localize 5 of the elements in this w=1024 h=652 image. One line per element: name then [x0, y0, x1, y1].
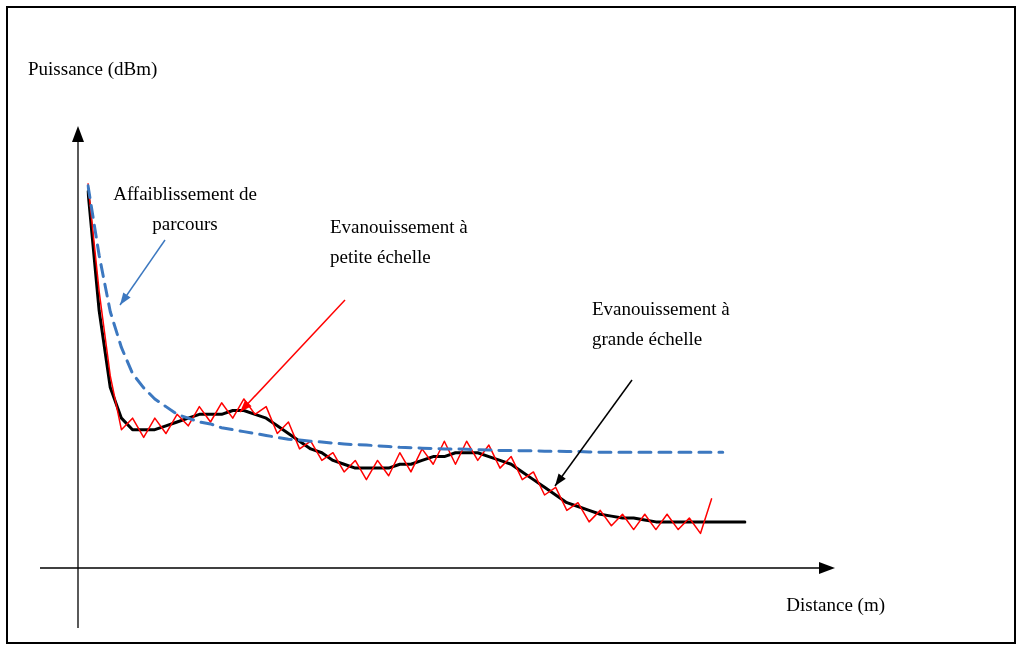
annotation: Evanouissement à petite échelle: [330, 215, 469, 267]
text: Puissance (dBm): [28, 57, 158, 80]
x-axis-title: Distance (m): [786, 593, 885, 616]
annotation: Evanouissement à grande échelle: [592, 297, 731, 349]
annotation: Affaiblissement de parcours: [113, 182, 257, 234]
